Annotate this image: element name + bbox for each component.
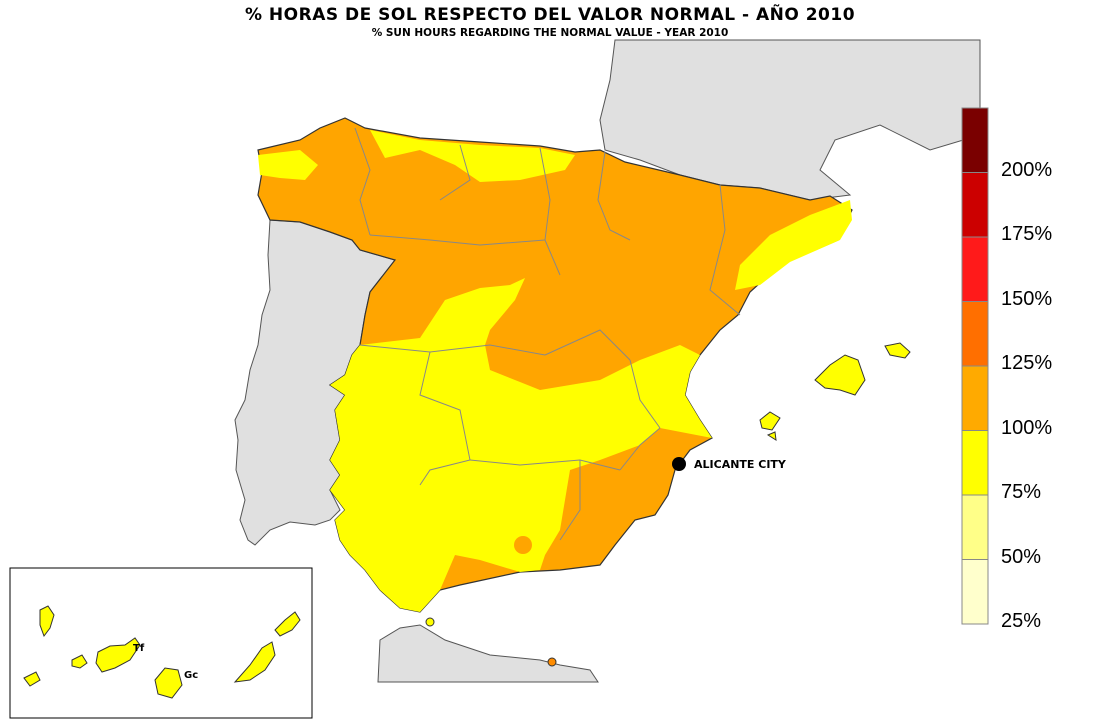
ibiza-island bbox=[759, 411, 781, 431]
ceuta bbox=[425, 617, 435, 627]
map-title: % HORAS DE SOL RESPECTO DEL VALOR NORMAL… bbox=[244, 5, 856, 25]
legend-label: 200% bbox=[1001, 158, 1053, 181]
alicante-city-marker bbox=[672, 457, 686, 471]
cantabria-yellow-region bbox=[370, 130, 575, 182]
legend-label: 150% bbox=[1001, 287, 1053, 310]
formentera-island bbox=[766, 431, 777, 441]
legend-label: 25% bbox=[1001, 610, 1042, 632]
gran-canaria-label: Gc bbox=[184, 670, 199, 681]
mallorca-island bbox=[814, 354, 866, 396]
el-hierro-island bbox=[23, 671, 41, 687]
africa-landmass bbox=[377, 624, 599, 683]
legend-swatch bbox=[961, 559, 989, 625]
legend-label: 175% bbox=[1001, 223, 1053, 245]
menorca-island bbox=[884, 342, 911, 359]
alicante-city-label: ALICANTE CITY bbox=[694, 458, 786, 471]
gran-canaria-island bbox=[154, 667, 183, 699]
tenerife-island bbox=[95, 637, 141, 673]
fuerteventura-island bbox=[233, 641, 276, 683]
legend-swatch bbox=[961, 494, 989, 560]
legend-swatch bbox=[961, 365, 989, 431]
tenerife-label: Tf bbox=[133, 643, 145, 654]
canary-islands-inset bbox=[9, 567, 313, 719]
galicia-yellow-region bbox=[258, 150, 318, 180]
melilla bbox=[547, 657, 557, 667]
lanzarote-island bbox=[274, 611, 301, 637]
legend-swatch bbox=[961, 430, 989, 496]
legend-label: 100% bbox=[1001, 416, 1053, 439]
legend-label: 75% bbox=[1001, 481, 1042, 503]
regional-borders bbox=[354, 127, 741, 541]
legend-label: 125% bbox=[1001, 352, 1053, 374]
orange-spot bbox=[514, 536, 532, 554]
legend-label: 50% bbox=[1001, 545, 1042, 568]
legend-colorbar bbox=[961, 107, 989, 625]
legend-swatch bbox=[961, 107, 989, 173]
la-palma-island bbox=[39, 605, 55, 638]
legend-swatch bbox=[961, 172, 989, 238]
legend-swatch bbox=[961, 236, 989, 302]
la-gomera-island bbox=[71, 654, 88, 669]
south-center-yellow-region bbox=[330, 278, 712, 612]
catalonia-yellow-region bbox=[735, 200, 852, 290]
map-subtitle: % SUN HOURS REGARDING THE NORMAL VALUE -… bbox=[371, 27, 729, 39]
legend-swatch bbox=[961, 301, 989, 367]
